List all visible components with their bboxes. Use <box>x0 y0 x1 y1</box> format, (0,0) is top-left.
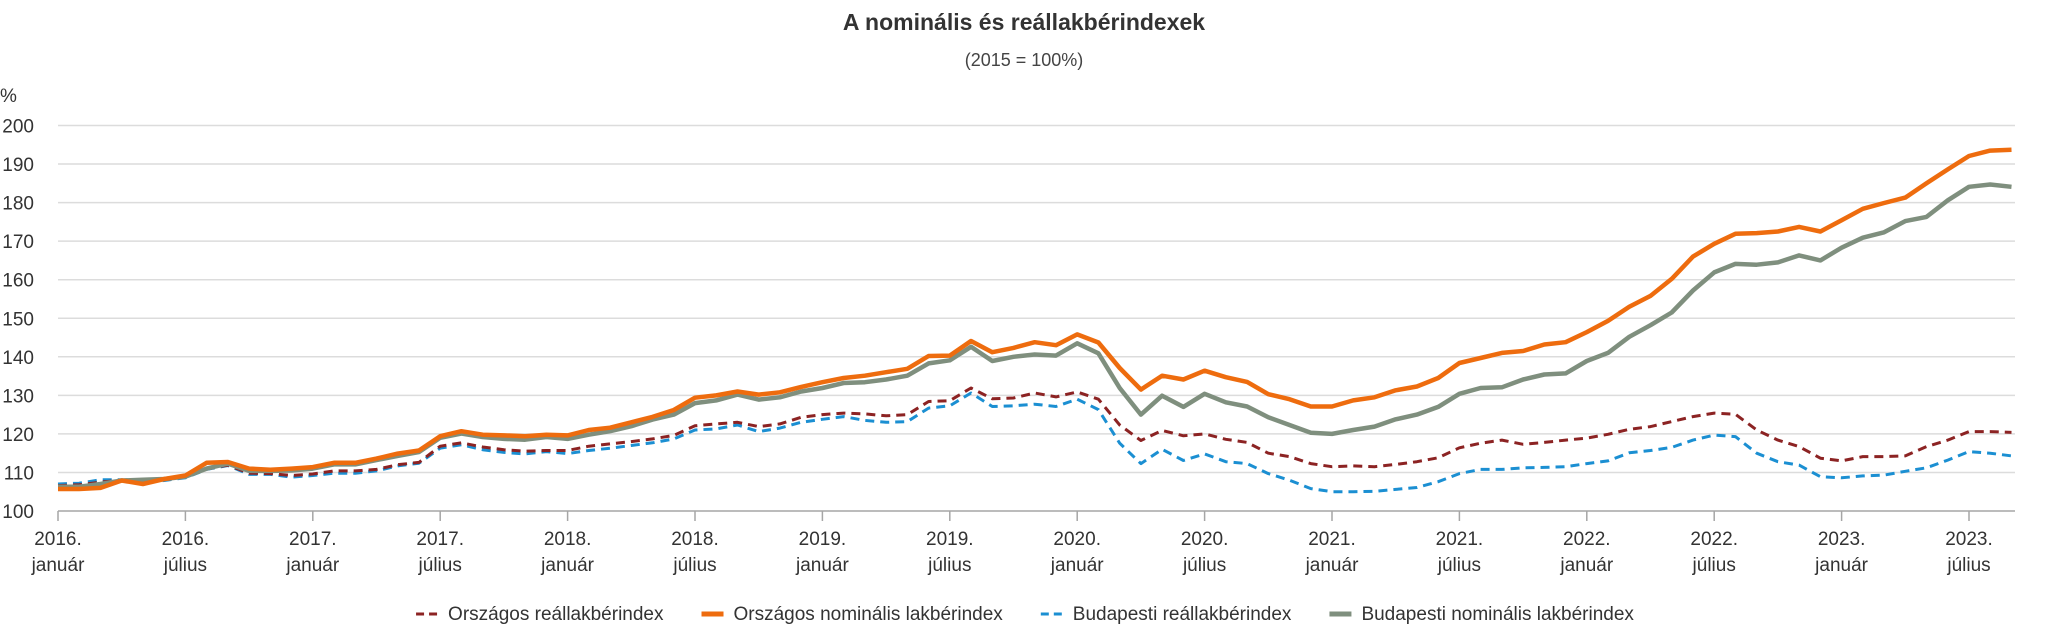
x-tick-label-month: január <box>1305 555 1359 576</box>
series-line-budapesti-nominalis-lakberindex <box>58 182 2012 489</box>
x-tick-label-year: 2017. <box>416 529 464 550</box>
legend-item-orszagos-reallakberindex[interactable]: Országos reállakbérindex <box>416 604 664 625</box>
x-tick-label-month: július <box>927 555 971 576</box>
legend-label: Budapesti nominális lakbérindex <box>1361 604 1634 625</box>
x-tick-label-month: január <box>1050 555 1104 576</box>
y-axis-ticks: 100 110 120 130 140 150 160 170 180 190 200 <box>2 117 34 524</box>
legend-label: Budapesti reállakbérindex <box>1073 604 1292 625</box>
x-tick-label-month: január <box>540 555 594 576</box>
legend-label: Országos reállakbérindex <box>448 604 664 625</box>
y-tick-label: 110 <box>4 463 34 484</box>
x-tick-label-month: január <box>31 555 85 576</box>
y-tick-label: 190 <box>2 155 34 176</box>
x-tick-label-year: 2016. <box>34 529 82 550</box>
legend-item-budapesti-nominalis-lakberindex[interactable]: Budapesti nominális lakbérindex <box>1329 604 1634 625</box>
y-axis-unit-label: % <box>0 86 17 107</box>
x-tick-label-month: július <box>672 555 716 576</box>
y-tick-label: 170 <box>2 232 34 253</box>
x-tick-label-year: 2021. <box>1308 529 1356 550</box>
x-tick-label-month: január <box>285 555 339 576</box>
x-tick-label-year: 2017. <box>289 529 337 550</box>
legend: Országos reállakbérindex Országos nominál… <box>416 604 1634 625</box>
x-tick-label-month: július <box>163 555 207 576</box>
x-tick-label-year: 2020. <box>1181 529 1229 550</box>
x-tick-label-month: január <box>1559 555 1613 576</box>
x-tick-label-month: július <box>1692 555 1736 576</box>
x-tick-label-month: január <box>1814 555 1868 576</box>
y-tick-label: 180 <box>2 194 34 215</box>
x-tick-label-year: 2018. <box>544 529 592 550</box>
x-tick-label-year: 2019. <box>799 529 847 550</box>
y-tick-label: 160 <box>2 271 34 292</box>
series-line-budapesti-reallakberindex <box>57 391 2012 494</box>
x-tick-label-year: 2023. <box>1945 529 1993 550</box>
x-tick-label-month: július <box>1182 555 1226 576</box>
x-tick-label-year: 2016. <box>162 529 210 550</box>
x-tick-label-year: 2021. <box>1436 529 1484 550</box>
legend-item-budapesti-reallakberindex[interactable]: Budapesti reállakbérindex <box>1040 604 1292 625</box>
gridlines <box>58 124 2015 474</box>
x-tick-label-year: 2019. <box>926 529 974 550</box>
x-tick-label-month: január <box>795 555 849 576</box>
x-tick-label-year: 2022. <box>1563 529 1611 550</box>
legend-item-orszagos-nominalis-lakberindex[interactable]: Országos nominális lakbérindex <box>701 604 1004 625</box>
x-tick-label-year: 2020. <box>1053 529 1101 550</box>
x-tick-label-year: 2018. <box>671 529 719 550</box>
x-tick-label-month: július <box>418 555 462 576</box>
y-tick-label: 130 <box>2 386 34 407</box>
chart-title: A nominális és reállakbérindexek <box>843 9 1205 35</box>
x-tick-label-year: 2023. <box>1818 529 1866 550</box>
x-tick-label-month: július <box>1946 555 1990 576</box>
series-line-orszagos-reallakberindex <box>57 386 2012 488</box>
y-tick-label: 120 <box>2 425 34 446</box>
y-tick-label: 100 <box>2 502 34 523</box>
x-tick-label-month: július <box>1437 555 1481 576</box>
series-line-orszagos-nominalis-lakberindex <box>58 147 2012 492</box>
x-axis: 2016. január 2016. július 2017. január 2017. jú… <box>31 510 2015 576</box>
chart-subtitle: (2015 = 100%) <box>965 50 1084 70</box>
x-tick-label-year: 2022. <box>1690 529 1738 550</box>
series-lines <box>57 147 2012 494</box>
y-tick-label: 200 <box>2 117 34 138</box>
y-tick-label: 140 <box>2 348 34 369</box>
y-tick-label: 150 <box>2 309 34 330</box>
legend-label: Országos nominális lakbérindex <box>734 604 1004 625</box>
